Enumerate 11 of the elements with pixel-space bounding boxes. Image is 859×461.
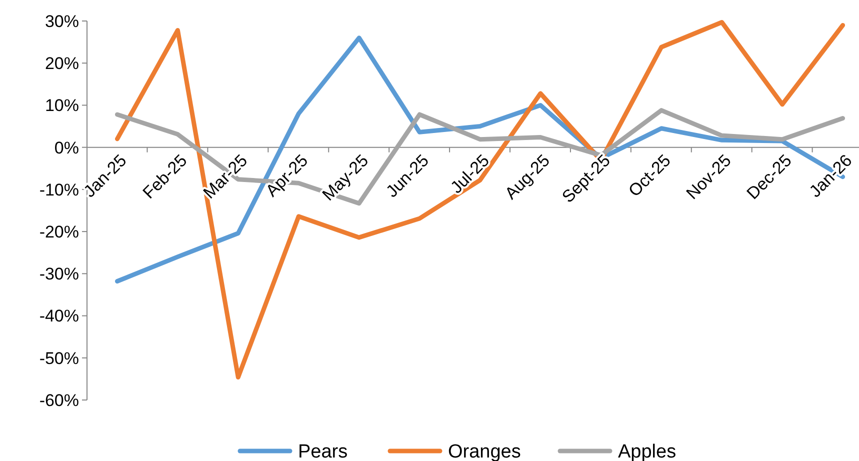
y-tick-label: -40% [39, 306, 79, 326]
y-tick-label: 10% [44, 96, 79, 116]
y-tick-label: -20% [39, 222, 79, 242]
y-tick-label: -30% [39, 264, 79, 284]
y-tick-label: 30% [44, 12, 79, 31]
y-tick-label: -10% [39, 180, 79, 200]
y-tick-label: 20% [44, 54, 79, 74]
legend-label: Pears [298, 442, 348, 461]
y-tick-label: -60% [39, 390, 79, 410]
y-tick-label: -50% [39, 348, 79, 368]
y-tick-label: 0% [54, 138, 79, 158]
